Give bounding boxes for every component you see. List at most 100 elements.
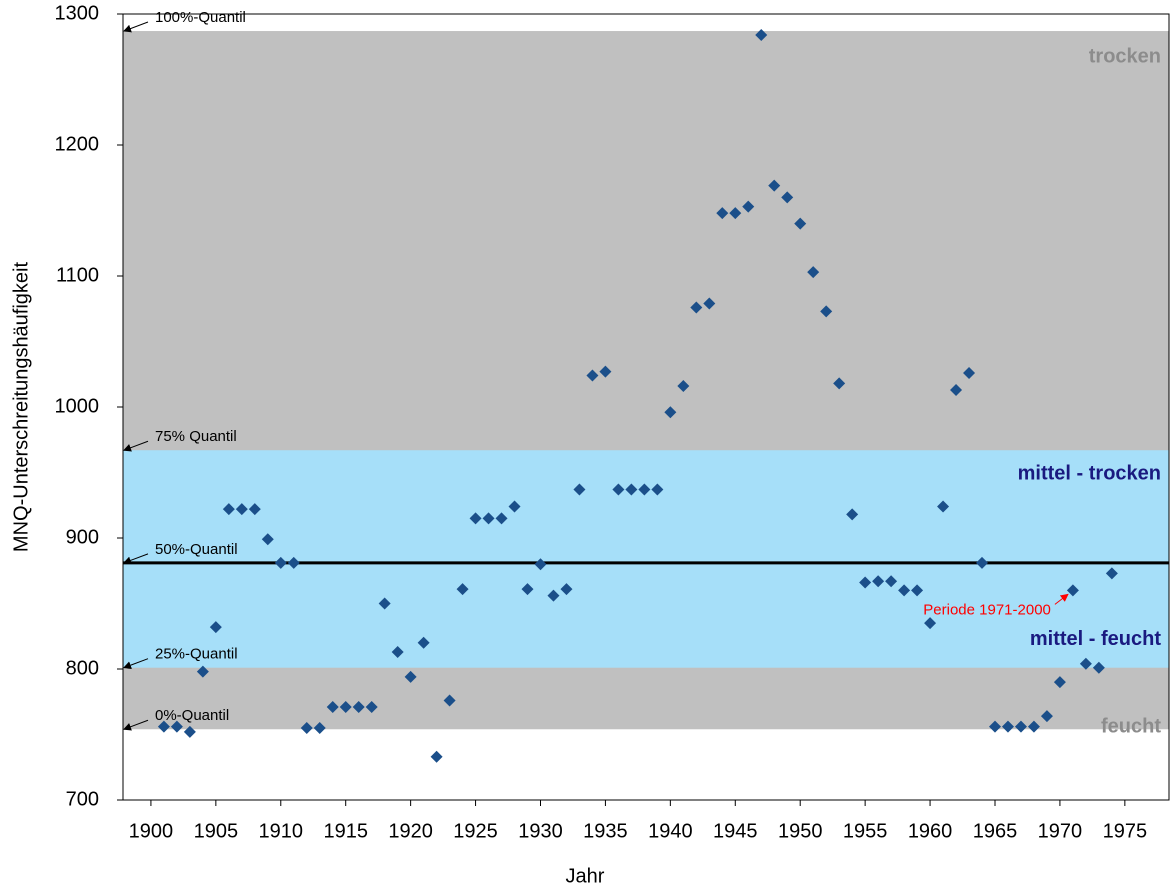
x-tick-label: 1930 [518,820,563,842]
data-point [1014,720,1027,733]
y-tick-label: 700 [66,788,99,810]
data-point [1092,661,1105,674]
data-point [157,720,170,733]
data-point [560,583,573,596]
annotation-label: Periode 1971-2000 [923,601,1051,618]
data-point [898,584,911,597]
y-tick-label: 900 [66,526,99,548]
data-point [1053,676,1066,689]
data-point [534,558,547,571]
quantile-label: 75% Quantil [155,428,237,445]
data-point [599,365,612,378]
data-point [1079,657,1092,670]
data-point [183,725,196,738]
data-point [846,508,859,521]
y-tick-label: 1200 [55,133,100,155]
data-point [508,500,521,513]
data-point [235,503,248,516]
data-point [755,28,768,41]
data-point [872,575,885,588]
x-tick-label: 1970 [1038,820,1083,842]
x-tick-label: 1975 [1103,820,1148,842]
x-tick-label: 1965 [973,820,1018,842]
data-point [885,575,898,588]
data-point [248,503,261,516]
data-point [261,533,274,546]
y-tick-label: 1000 [55,395,100,417]
data-point [742,200,755,213]
data-point [1105,567,1118,580]
quantile-label: 25%-Quantil [155,646,238,663]
data-point [495,512,508,525]
y-tick-label: 800 [66,657,99,679]
data-point [625,483,638,496]
y-axis-title: MNQ-Unterschreitungshäufigkeit [10,262,32,553]
data-point [976,556,989,569]
zone-label: trocken [1089,45,1161,67]
data-point [482,512,495,525]
x-tick-label: 1920 [388,820,433,842]
x-tick-label: 1915 [323,820,368,842]
quantile-arrow [123,21,149,33]
x-axis-title: Jahr [566,865,605,887]
data-point [287,556,300,569]
data-point [768,179,781,192]
data-point [651,483,664,496]
x-tick-label: 1950 [778,820,823,842]
quantile-label: 100%-Quantil [155,9,246,26]
data-point [339,700,352,713]
x-tick-label: 1900 [129,820,174,842]
x-tick-label: 1940 [648,820,693,842]
x-tick-label: 1905 [194,820,239,842]
zone-label: mittel - trocken [1018,463,1161,485]
x-tick-label: 1935 [583,820,628,842]
zone-label: mittel - feucht [1030,628,1161,650]
data-point [1027,720,1040,733]
quantile-label: 50%-Quantil [155,541,238,558]
data-point [638,483,651,496]
annotation-arrow [1054,593,1069,605]
data-point [781,191,794,204]
data-point [859,576,872,589]
data-point [300,721,313,734]
data-point [547,589,560,602]
zone-label: feucht [1101,716,1161,738]
data-point [677,380,690,393]
data-point [313,721,326,734]
y-tick-label: 1100 [56,264,99,286]
data-point [937,500,950,513]
data-point [807,266,820,279]
data-point [911,584,924,597]
data-point [456,583,469,596]
data-point [196,665,209,678]
data-point [430,750,443,763]
data-point [274,556,287,569]
data-point [391,645,404,658]
data-point [404,670,417,683]
data-point [443,694,456,707]
quantile-arrow [123,719,149,731]
data-point [988,720,1001,733]
x-tick-label: 1960 [908,820,953,842]
data-point [222,503,235,516]
data-point [573,483,586,496]
quantile-label: 0%-Quantil [155,707,229,724]
data-point [950,383,963,396]
data-point [1066,584,1079,597]
data-point [729,207,742,220]
quantile-arrow [123,553,149,565]
data-point [1040,710,1053,723]
data-point [417,636,430,649]
data-point [716,207,729,220]
quantile-arrow [123,658,149,669]
data-point [209,621,222,634]
x-tick-label: 1925 [453,820,498,842]
data-point [690,301,703,314]
data-point [924,617,937,630]
data-point [612,483,625,496]
x-tick-label: 1910 [259,820,304,842]
data-point [1001,720,1014,733]
data-point [326,700,339,713]
data-point [352,700,365,713]
